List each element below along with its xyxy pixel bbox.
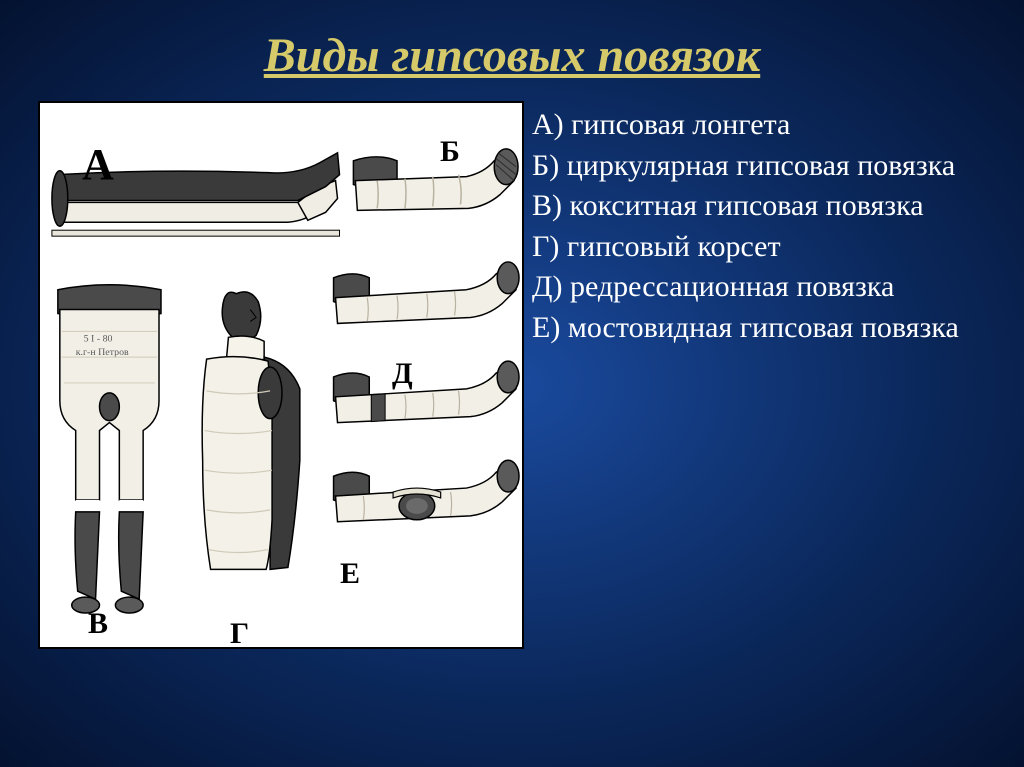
svg-text:к.г-н Петров: к.г-н Петров (76, 347, 129, 358)
label-D: Д (392, 357, 413, 391)
panel-E-bridged (334, 460, 519, 521)
label-B: Б (440, 135, 460, 169)
label-E: Е (340, 557, 360, 591)
legend-item-D: Д) редрессационная повязка (532, 267, 986, 308)
legend-item-A: А) гипсовая лонгета (532, 105, 986, 146)
panel-V-hip-spica: 5 I - 80 к.г-н Петров (58, 285, 161, 613)
slide-title: Виды гипсовых повязок (0, 28, 1024, 83)
panel-D-redressing (334, 262, 519, 423)
legend-item-G: Г) гипсовый корсет (532, 227, 986, 268)
legend-list: А) гипсовая лонгета Б) циркулярная гипсо… (532, 101, 986, 649)
svg-text:5 I - 80: 5 I - 80 (84, 333, 113, 344)
legend-item-B: Б) циркулярная гипсовая повязка (532, 146, 986, 187)
cast-types-diagram: 5 I - 80 к.г-н Петров (38, 101, 524, 649)
legend-item-E: Е) мостовидная гипсовая повязка (532, 308, 986, 349)
content-row: 5 I - 80 к.г-н Петров (0, 101, 1024, 649)
label-A: А (82, 139, 114, 190)
slide-title-container: Виды гипсовых повязок (0, 0, 1024, 101)
panel-B-circular (353, 149, 518, 210)
legend-item-V: В) кокситная гипсовая повязка (532, 186, 986, 227)
label-G: Г (230, 617, 249, 651)
panel-G-corset (202, 292, 300, 569)
label-V: В (88, 607, 108, 641)
